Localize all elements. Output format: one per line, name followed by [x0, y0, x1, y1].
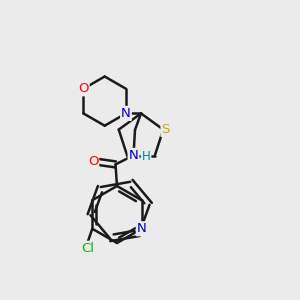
Text: S: S — [161, 123, 170, 136]
Text: O: O — [78, 82, 88, 95]
Text: H: H — [142, 150, 151, 164]
Text: O: O — [88, 155, 98, 168]
Text: N: N — [121, 107, 131, 120]
Text: N: N — [129, 149, 138, 162]
Text: Cl: Cl — [81, 242, 94, 255]
Text: N: N — [137, 222, 147, 235]
